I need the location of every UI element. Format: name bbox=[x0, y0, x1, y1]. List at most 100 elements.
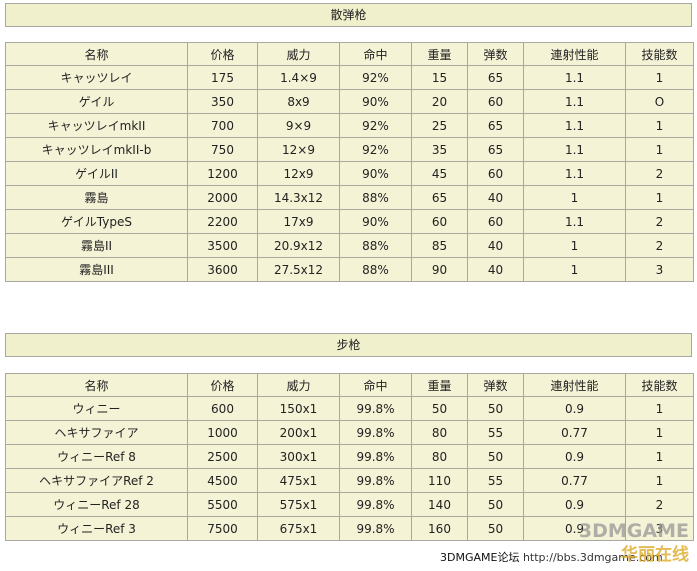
table-header-row: 名称 价格 威力 命中 重量 弹数 連射性能 技能数 bbox=[5, 42, 694, 66]
table-cell: 0.9 bbox=[523, 444, 626, 469]
column-header: 价格 bbox=[187, 42, 258, 66]
table-row: ヘキサファイア 1000 200x1 99.8% 80 55 0.77 1 bbox=[5, 420, 694, 445]
table-cell: ゲイルTypeS bbox=[5, 209, 188, 234]
table-header-row: 名称 价格 威力 命中 重量 弹数 連射性能 技能数 bbox=[5, 373, 694, 397]
column-header: 弹数 bbox=[467, 42, 524, 66]
table-cell: 2200 bbox=[187, 209, 258, 234]
table-cell: 90% bbox=[339, 209, 412, 234]
column-header: 技能数 bbox=[625, 42, 694, 66]
table-cell: 50 bbox=[411, 396, 468, 421]
table-cell: 20.9x12 bbox=[257, 233, 340, 258]
table-cell: 99.8% bbox=[339, 396, 412, 421]
table-cell: 1 bbox=[625, 113, 694, 138]
table-cell: 2 bbox=[625, 233, 694, 258]
table-cell: 99.8% bbox=[339, 420, 412, 445]
table-cell: 150x1 bbox=[257, 396, 340, 421]
table-cell: ウィニーRef 28 bbox=[5, 492, 188, 517]
table-cell: 40 bbox=[467, 257, 524, 282]
table-cell: 1 bbox=[625, 396, 694, 421]
table-cell: 1.1 bbox=[523, 113, 626, 138]
table-cell: ウィニー bbox=[5, 396, 188, 421]
table-cell: 80 bbox=[411, 420, 468, 445]
table-cell: 1.1 bbox=[523, 137, 626, 162]
column-header: 名称 bbox=[5, 42, 188, 66]
table-cell: 92% bbox=[339, 65, 412, 90]
table-cell: 7500 bbox=[187, 516, 258, 541]
table-cell: 4500 bbox=[187, 468, 258, 493]
table-cell: 750 bbox=[187, 137, 258, 162]
table-cell: 90% bbox=[339, 89, 412, 114]
table-cell: 8x9 bbox=[257, 89, 340, 114]
table-cell: 50 bbox=[467, 492, 524, 517]
table-row: ウィニー 600 150x1 99.8% 50 50 0.9 1 bbox=[5, 396, 694, 421]
column-header: 技能数 bbox=[625, 373, 694, 397]
table-row: ウィニーRef 8 2500 300x1 99.8% 80 50 0.9 1 bbox=[5, 444, 694, 469]
table-cell: 1 bbox=[625, 444, 694, 469]
column-header: 命中 bbox=[339, 373, 412, 397]
footer-site: 3DMGAME论坛 bbox=[440, 551, 520, 564]
table-cell: 12x9 bbox=[257, 161, 340, 186]
table-cell: 0.9 bbox=[523, 516, 626, 541]
table-cell: 85 bbox=[411, 233, 468, 258]
table-cell: 2 bbox=[625, 492, 694, 517]
table-cell: 700 bbox=[187, 113, 258, 138]
table-row: キャッツレイmkII 700 9×9 92% 25 65 1.1 1 bbox=[5, 113, 694, 138]
table-cell: 1.4×9 bbox=[257, 65, 340, 90]
table-cell: 霧島 bbox=[5, 185, 188, 210]
table-cell: 65 bbox=[467, 137, 524, 162]
table-cell: ゲイル bbox=[5, 89, 188, 114]
table-cell: 35 bbox=[411, 137, 468, 162]
column-header: 价格 bbox=[187, 373, 258, 397]
table-cell: 3 bbox=[625, 516, 694, 541]
table-row: 霧島III 3600 27.5x12 88% 90 40 1 3 bbox=[5, 257, 694, 282]
table-cell: 1.1 bbox=[523, 89, 626, 114]
table-row: ウィニーRef 3 7500 675x1 99.8% 160 50 0.9 3 bbox=[5, 516, 694, 541]
table-cell: 475x1 bbox=[257, 468, 340, 493]
table-cell: 160 bbox=[411, 516, 468, 541]
column-header: 名称 bbox=[5, 373, 188, 397]
table-cell: 15 bbox=[411, 65, 468, 90]
table-cell: ゲイルII bbox=[5, 161, 188, 186]
table-cell: 0.9 bbox=[523, 396, 626, 421]
table-cell: 17x9 bbox=[257, 209, 340, 234]
table-cell: ヘキサファイアRef 2 bbox=[5, 468, 188, 493]
table-cell: 55 bbox=[467, 468, 524, 493]
table-cell: 60 bbox=[467, 89, 524, 114]
table-cell: 2000 bbox=[187, 185, 258, 210]
table-cell: 25 bbox=[411, 113, 468, 138]
table-cell: 88% bbox=[339, 185, 412, 210]
column-header: 威力 bbox=[257, 373, 340, 397]
table-cell: 1 bbox=[625, 65, 694, 90]
column-header: 連射性能 bbox=[523, 373, 626, 397]
table-cell: 99.8% bbox=[339, 468, 412, 493]
table-cell: 92% bbox=[339, 113, 412, 138]
table-cell: 55 bbox=[467, 420, 524, 445]
table-row: キャッツレイ 175 1.4×9 92% 15 65 1.1 1 bbox=[5, 65, 694, 90]
table-cell: 60 bbox=[467, 161, 524, 186]
table-cell: 40 bbox=[467, 185, 524, 210]
table-cell: 2 bbox=[625, 161, 694, 186]
table-cell: 霧島II bbox=[5, 233, 188, 258]
table-cell: 3600 bbox=[187, 257, 258, 282]
table-cell: 2 bbox=[625, 209, 694, 234]
table-cell: 1.1 bbox=[523, 65, 626, 90]
table-cell: 1 bbox=[625, 185, 694, 210]
table-row: ゲイル 350 8x9 90% 20 60 1.1 O bbox=[5, 89, 694, 114]
table-cell: 1 bbox=[625, 468, 694, 493]
footer-url[interactable]: http://bbs.3dmgame.com bbox=[522, 551, 663, 564]
table-cell: 88% bbox=[339, 257, 412, 282]
table-cell: O bbox=[625, 89, 694, 114]
table-cell: 1 bbox=[523, 257, 626, 282]
footer-credit: 3DMGAME论坛 http://bbs.3dmgame.com bbox=[440, 549, 663, 565]
table-row: キャッツレイmkII-b 750 12×9 92% 35 65 1.1 1 bbox=[5, 137, 694, 162]
table-cell: 1200 bbox=[187, 161, 258, 186]
table-row: ゲイルII 1200 12x9 90% 45 60 1.1 2 bbox=[5, 161, 694, 186]
table-cell: 50 bbox=[467, 516, 524, 541]
table-cell: 1 bbox=[625, 137, 694, 162]
table-cell: 3 bbox=[625, 257, 694, 282]
table-cell: 675x1 bbox=[257, 516, 340, 541]
table-cell: 40 bbox=[467, 233, 524, 258]
table-cell: 90% bbox=[339, 161, 412, 186]
table-cell: 27.5x12 bbox=[257, 257, 340, 282]
table-cell: 1000 bbox=[187, 420, 258, 445]
